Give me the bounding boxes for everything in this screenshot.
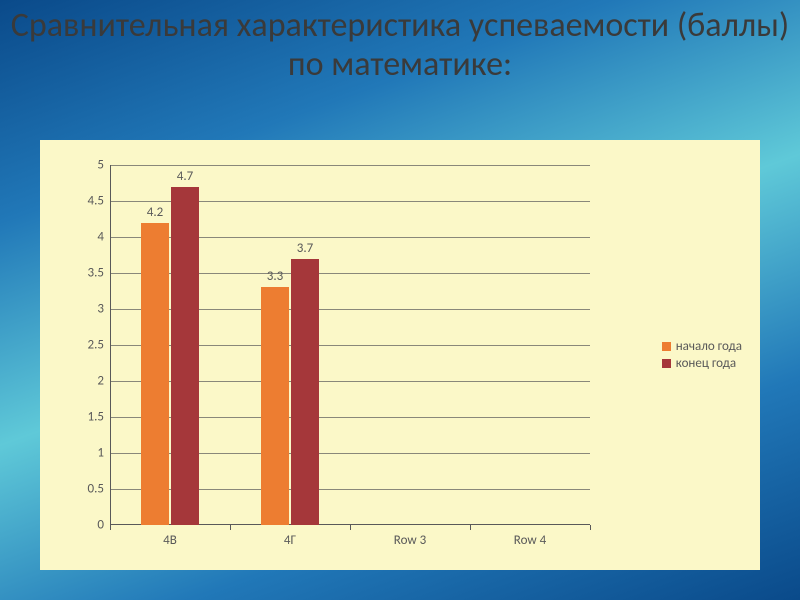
x-tick	[110, 525, 111, 530]
bar-value-label: 4.2	[147, 205, 163, 220]
x-tick-label: 4В	[163, 533, 177, 548]
y-tick-label: 0.5	[88, 482, 104, 497]
gridline	[110, 165, 590, 166]
chart-panel: 00.511.522.533.544.554В4.24.74Г3.33.7Row…	[40, 140, 760, 570]
y-tick-label: 3	[97, 302, 104, 317]
y-tick-label: 2.5	[88, 338, 104, 353]
x-tick-label: Row 3	[394, 533, 426, 548]
bar: 4.2	[141, 223, 169, 525]
slide-title: Сравнительная характеристика успеваемост…	[0, 0, 800, 84]
y-tick-label: 2	[97, 374, 104, 389]
bar: 3.3	[261, 287, 289, 525]
bar-value-label: 4.7	[177, 169, 193, 184]
x-tick	[230, 525, 231, 530]
y-tick-label: 4	[97, 230, 104, 245]
y-tick-label: 4.5	[88, 194, 104, 209]
legend-label: начало года	[676, 339, 742, 354]
y-tick-label: 3.5	[88, 266, 104, 281]
bar-value-label: 3.7	[297, 241, 313, 256]
y-tick-label: 1	[97, 446, 104, 461]
legend: начало года конец года	[662, 337, 742, 373]
y-tick-label: 0	[97, 518, 104, 533]
legend-label: конец года	[676, 356, 736, 371]
legend-item: начало года	[662, 339, 742, 354]
plot-area: 00.511.522.533.544.554В4.24.74Г3.33.7Row…	[110, 165, 590, 525]
bar: 3.7	[291, 259, 319, 525]
x-tick	[470, 525, 471, 530]
x-tick-label: Row 4	[514, 533, 546, 548]
legend-swatch	[662, 342, 671, 351]
y-tick-label: 5	[97, 158, 104, 173]
legend-item: конец года	[662, 356, 742, 371]
x-tick	[590, 525, 591, 530]
y-tick-label: 1.5	[88, 410, 104, 425]
x-tick	[350, 525, 351, 530]
slide: Сравнительная характеристика успеваемост…	[0, 0, 800, 600]
bar: 4.7	[171, 187, 199, 525]
legend-swatch	[662, 359, 671, 368]
bar-value-label: 3.3	[267, 269, 283, 284]
x-tick-label: 4Г	[284, 533, 296, 548]
